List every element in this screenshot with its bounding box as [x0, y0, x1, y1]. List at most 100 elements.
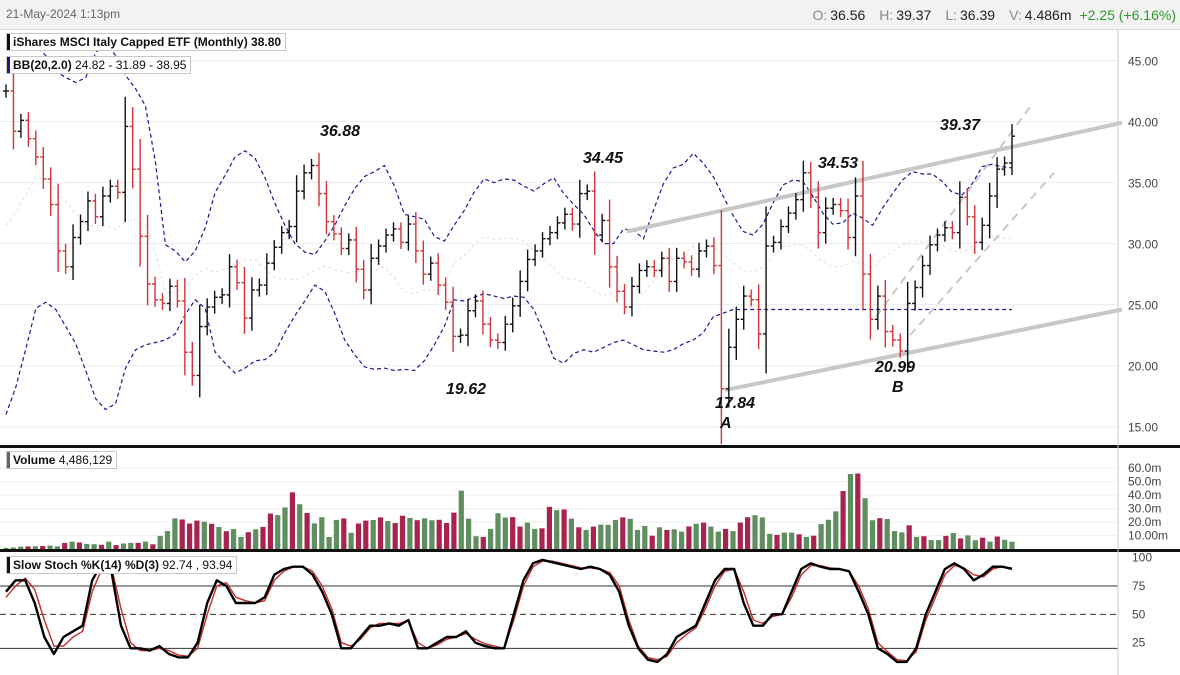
- volume-label: V:: [1009, 7, 1022, 23]
- price-bar: [576, 179, 583, 238]
- price-annotation: 34.45: [583, 150, 624, 167]
- volume-bar: [965, 535, 971, 549]
- price-legend: iShares MSCI Italy Capped ETF (Monthly) …: [6, 33, 287, 51]
- volume-bar: [862, 498, 868, 549]
- volume-bar: [642, 526, 648, 549]
- volume-bar: [216, 527, 222, 549]
- price-bar: [84, 191, 91, 231]
- price-bar: [725, 328, 732, 408]
- volume-bar: [847, 474, 854, 549]
- volume-bar: [98, 544, 105, 549]
- bb-label: BB(20,2.0): [13, 58, 72, 72]
- volume-bar: [370, 520, 376, 549]
- price-bar: [614, 255, 621, 303]
- volume-bar: [803, 536, 809, 549]
- volume-bar: [3, 547, 9, 549]
- price-bar: [934, 228, 941, 252]
- volume-bar: [194, 520, 200, 549]
- header-ohlc: O: 36.56 H: 39.37 L: 36.39 V: 4.486m +2.25 (+6.1…: [798, 7, 1176, 23]
- price-bar: [852, 177, 859, 257]
- price-annotation: 17.84: [715, 395, 755, 412]
- price-bar: [286, 219, 293, 240]
- high-label: H:: [879, 7, 894, 23]
- price-bar: [941, 221, 948, 242]
- price-bar: [584, 184, 591, 201]
- price-bar: [25, 112, 32, 147]
- volume-bar: [656, 527, 663, 549]
- price-annotation: 34.53: [818, 155, 858, 172]
- price-bar: [412, 211, 419, 264]
- volume-bar: [627, 518, 633, 549]
- volume-bar: [708, 526, 714, 549]
- price-bar: [591, 171, 598, 255]
- price-bar: [420, 240, 427, 285]
- volume-bar: [869, 520, 876, 549]
- price-bar: [651, 260, 658, 278]
- price-bar: [785, 206, 792, 234]
- price-bar: [397, 222, 404, 249]
- high-value: 39.37: [896, 7, 932, 23]
- price-bar: [994, 157, 1001, 209]
- price-bar: [643, 260, 650, 278]
- volume-bar: [363, 520, 369, 549]
- price-bar: [673, 247, 680, 292]
- price-tick-label: 40.00: [1128, 116, 1158, 130]
- price-bar: [517, 270, 524, 317]
- price-bar: [152, 276, 159, 307]
- volume-bar: [25, 546, 31, 549]
- price-bar: [457, 328, 464, 343]
- price-bar: [859, 160, 866, 310]
- stoch-values: 92.74 , 93.94: [162, 558, 233, 572]
- price-bar: [390, 222, 397, 242]
- price-bar: [323, 180, 330, 235]
- price-bar: [144, 214, 151, 306]
- price-bar: [777, 219, 784, 250]
- price-bar: [450, 286, 457, 352]
- price-bar: [696, 242, 703, 278]
- volume-bar: [833, 511, 839, 549]
- volume-tick-label: 50.0m: [1128, 475, 1161, 489]
- price-bar: [226, 254, 233, 308]
- volume-bar: [297, 504, 303, 549]
- volume-legend-label: Volume: [13, 453, 56, 467]
- price-bar: [867, 253, 874, 340]
- volume-bar: [590, 526, 596, 549]
- volume-bar: [891, 531, 898, 549]
- volume-bar: [201, 521, 207, 549]
- price-bar: [99, 186, 106, 227]
- volume-bar: [634, 529, 641, 549]
- volume-bar: [825, 519, 831, 549]
- volume-bar: [106, 541, 112, 549]
- volume-bar: [436, 519, 442, 549]
- price-bar: [166, 278, 173, 312]
- price-bar: [688, 255, 695, 276]
- volume-bar: [326, 537, 332, 549]
- price-bar: [554, 216, 561, 240]
- chart-header: 21-May-2024 1:13pm O: 36.56 H: 39.37 L: 36.39…: [0, 0, 1180, 30]
- price-bar: [3, 84, 9, 98]
- volume-bar: [730, 531, 736, 549]
- volume-tick-label: 20.0m: [1128, 515, 1161, 529]
- price-tick-label: 45.00: [1128, 55, 1158, 69]
- price-bar: [70, 224, 77, 280]
- bb-values: 24.82 - 31.89 - 38.95: [75, 58, 187, 72]
- price-bar: [971, 205, 978, 254]
- volume-bar: [187, 523, 193, 549]
- volume-bar: [936, 540, 942, 549]
- price-bar: [763, 206, 770, 374]
- volume-bar: [113, 545, 119, 549]
- volume-bar: [392, 523, 398, 549]
- price-bar: [383, 228, 390, 253]
- volume-bar: [693, 523, 699, 549]
- volume-bar: [253, 529, 259, 549]
- volume-bar: [554, 510, 560, 549]
- volume-bar: [91, 544, 97, 549]
- volume-bar: [796, 534, 802, 549]
- price-bar: [569, 207, 576, 231]
- price-bar: [472, 294, 479, 318]
- price-bar: [748, 289, 755, 307]
- price-bar: [770, 235, 777, 253]
- price-panel: [0, 30, 1180, 445]
- panel-divider: [0, 549, 1180, 552]
